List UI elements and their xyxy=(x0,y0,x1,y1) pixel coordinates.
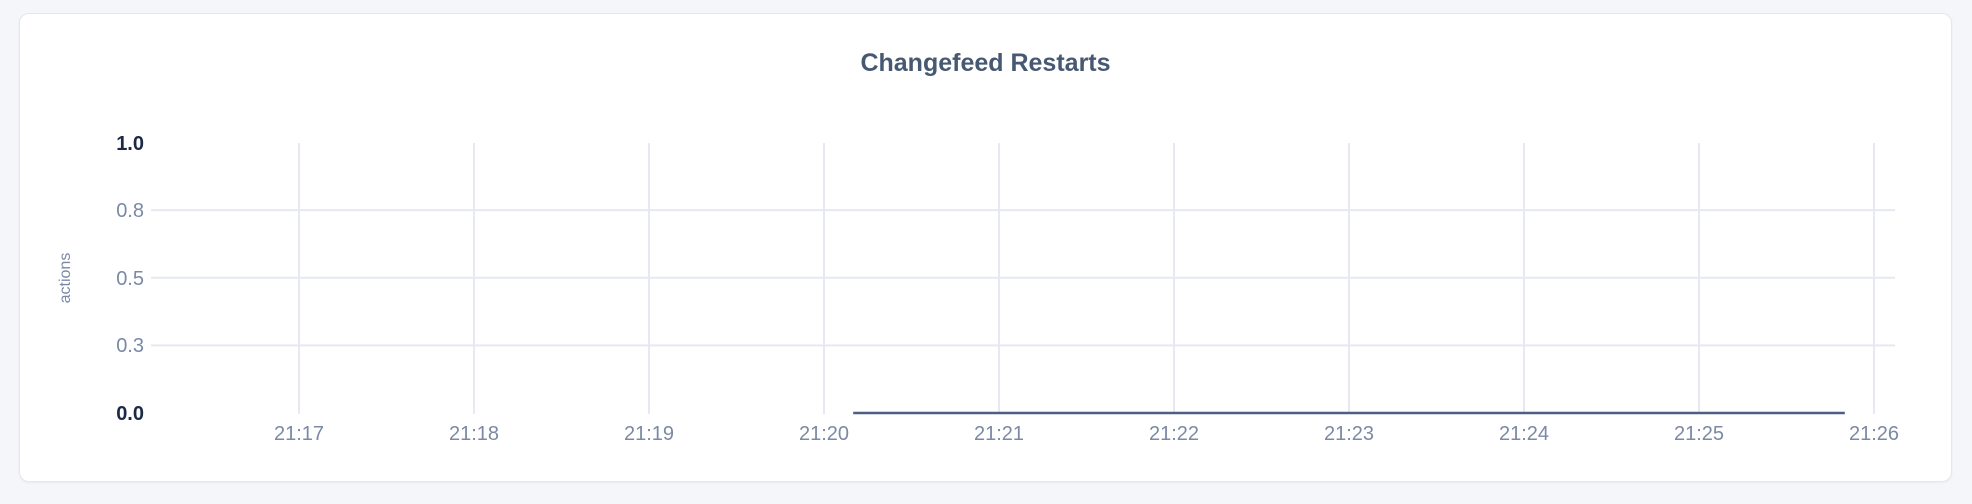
x-tick-label: 21:18 xyxy=(448,423,500,445)
x-tick-label: 21:26 xyxy=(1848,423,1900,445)
y-tick-label: 0.0 xyxy=(116,403,144,425)
x-tick-label: 21:23 xyxy=(1323,423,1375,445)
x-tick-label: 21:25 xyxy=(1673,423,1725,445)
x-tick-label: 21:24 xyxy=(1498,423,1550,445)
x-tick-label: 21:20 xyxy=(798,423,850,445)
x-tick-label: 21:21 xyxy=(973,423,1025,445)
plot-area[interactable] xyxy=(151,129,1913,429)
y-tick-label: 0.8 xyxy=(116,200,144,223)
x-tick-label: 21:19 xyxy=(623,423,675,445)
chart-title: Changefeed Restarts xyxy=(860,49,1111,77)
y-tick-label: 1.0 xyxy=(116,132,144,155)
x-tick-label: 21:17 xyxy=(273,423,325,445)
x-tick-label: 21:22 xyxy=(1148,423,1200,445)
chart-canvas xyxy=(151,143,1895,415)
y-tick-label: 0.5 xyxy=(116,267,144,290)
chart-panel: Changefeed Restarts actions 1.0 0.8 0.5 0.3… xyxy=(19,13,1952,482)
y-tick-label: 0.3 xyxy=(116,335,144,358)
